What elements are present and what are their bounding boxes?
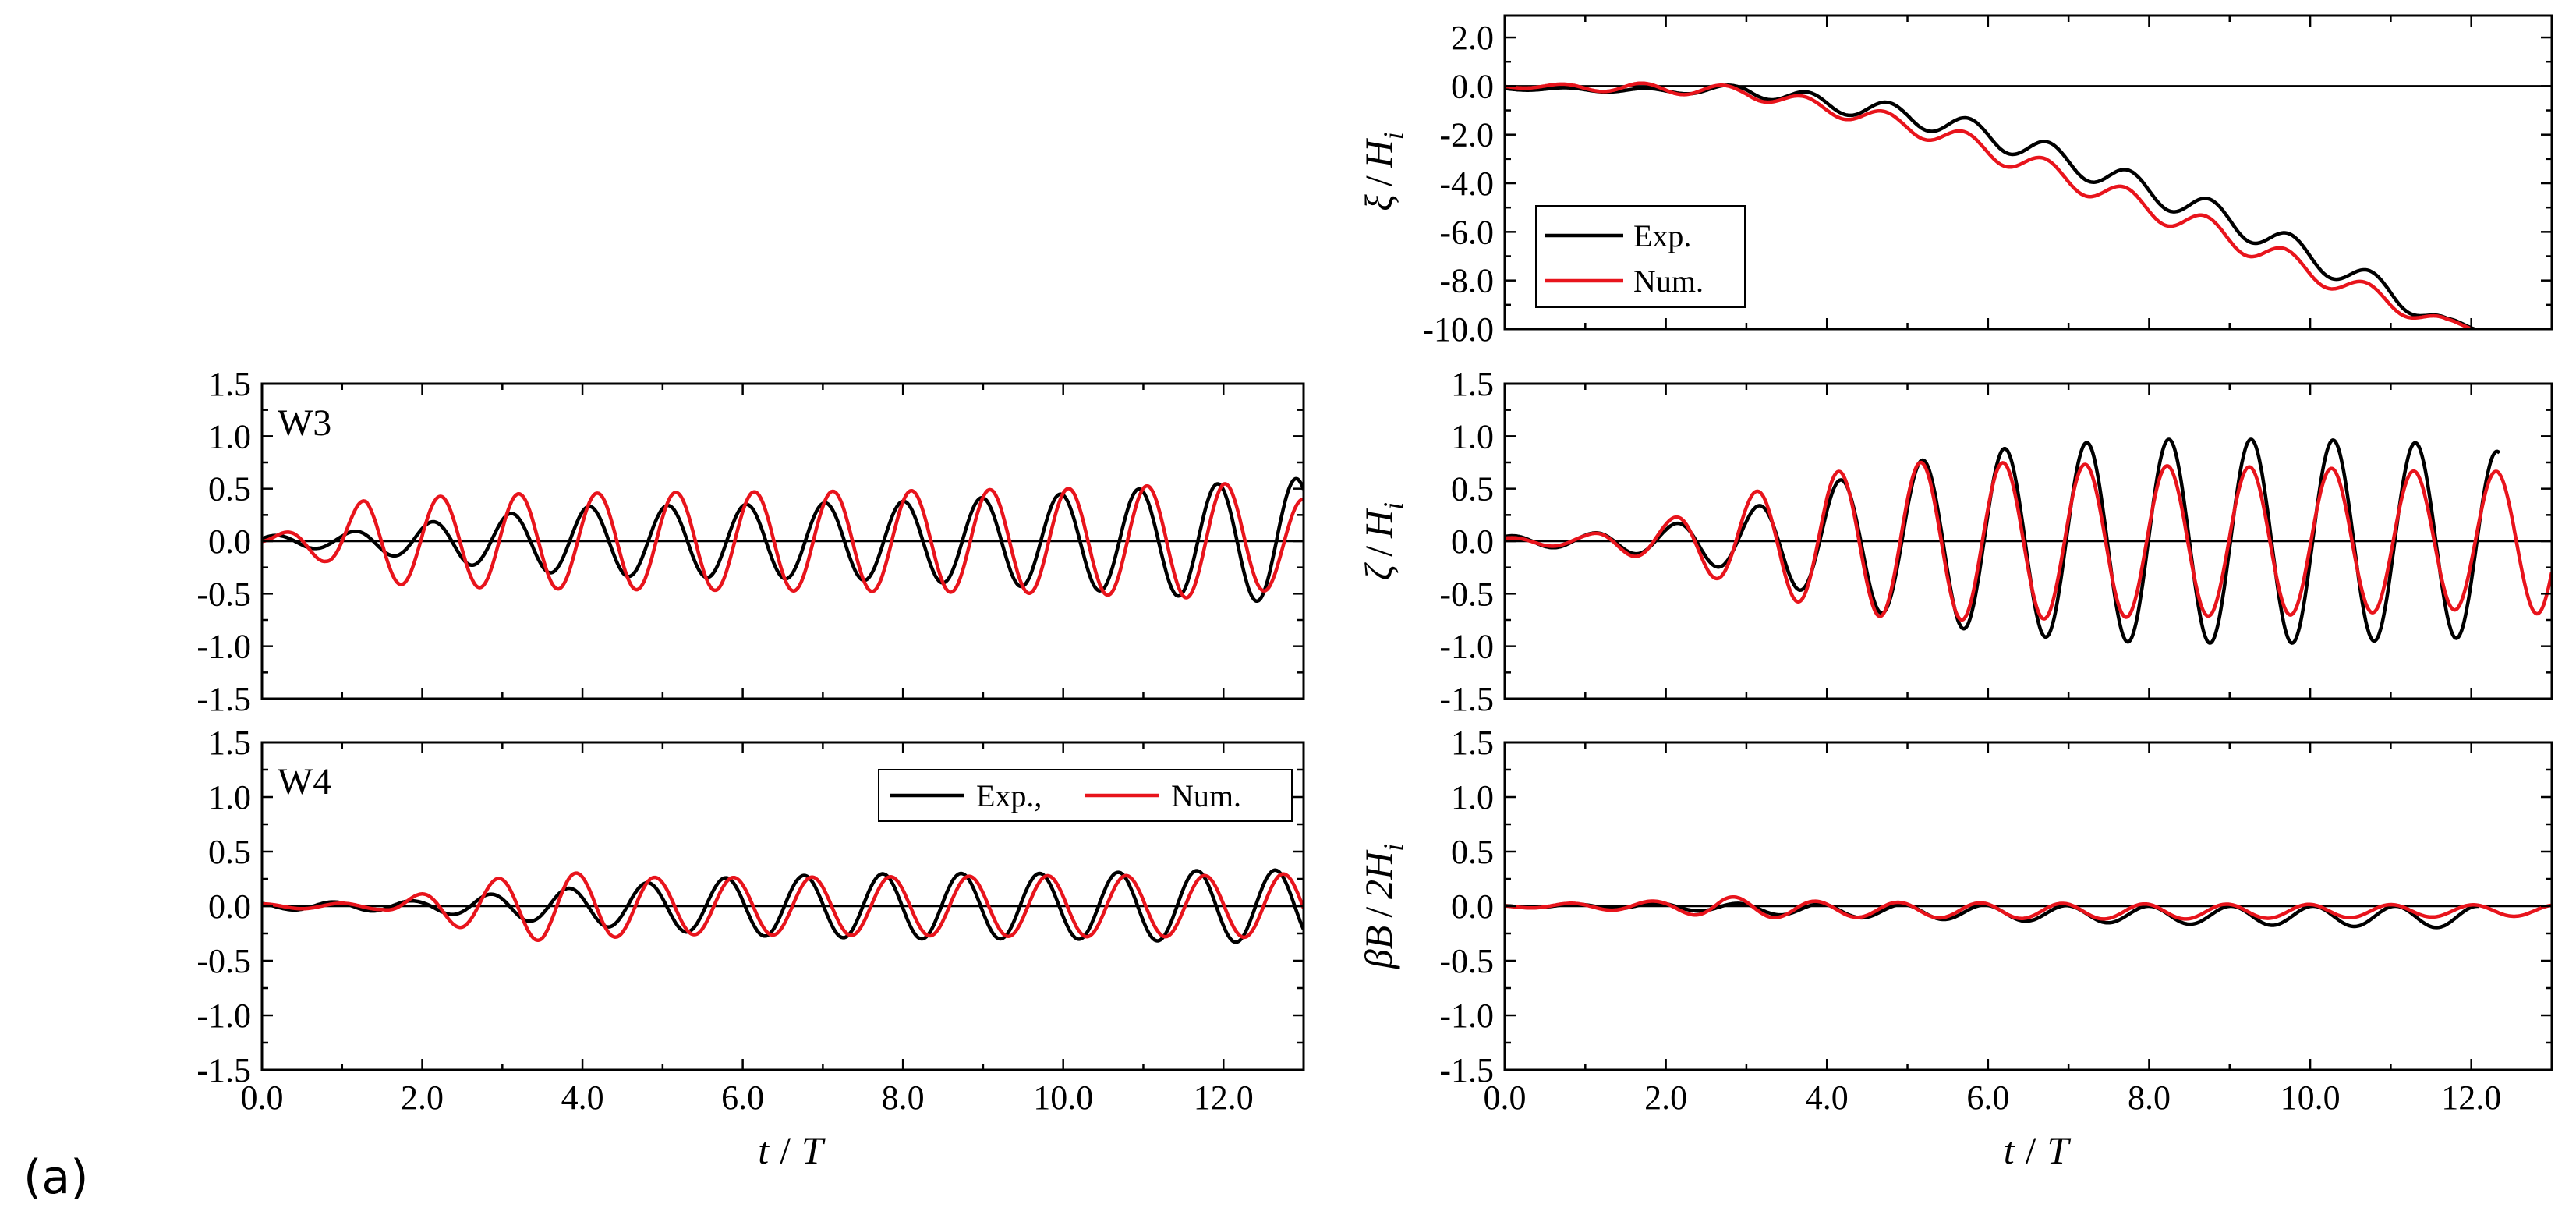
y-tick-label: 0.5: [1451, 833, 1494, 871]
series-num-line: [1505, 81, 2479, 329]
y-tick-label: 0.0: [1451, 887, 1494, 926]
y-tick-label: -1.0: [1439, 628, 1494, 666]
figure-label: (a): [23, 1150, 89, 1205]
x-tick-label: 12.0: [1194, 1079, 1254, 1117]
series-num-line: [1505, 460, 2552, 622]
legend-label-exp: Exp.,: [976, 778, 1042, 813]
y-axis-label: ζ/Hi: [1357, 502, 1409, 580]
y-tick-label: 0.0: [208, 887, 251, 926]
y-tick-label: 2.0: [1451, 19, 1494, 57]
x-tick-label: 12.0: [2441, 1079, 2501, 1117]
y-tick-label: -8.0: [1439, 262, 1494, 300]
y-tick-label: -1.5: [1439, 1051, 1494, 1089]
y-tick-label: -1.5: [196, 680, 251, 718]
y-tick-label: -0.5: [196, 575, 251, 613]
x-tick-label: 8.0: [2128, 1079, 2171, 1117]
y-tick-label: -2.0: [1439, 116, 1494, 154]
panel-surge-displacement: -10.0 -8.0 -6.0 -4.0 -2.0 0.0 2.0 ξ/Hi Exp. Num.: [1357, 14, 2553, 349]
y-tick-label: -4.0: [1439, 165, 1494, 203]
y-tick-label: 1.0: [1451, 417, 1494, 455]
x-tick-label: 0.0: [241, 1079, 284, 1117]
series-num-line: [262, 871, 1304, 942]
panel-w3-water-elevation: -1.5 -1.0 -0.5 0.0 0.5 1.0 1.5 W3: [196, 365, 1305, 718]
y-tick-label: 1.5: [1451, 365, 1494, 403]
x-tick-label: 6.0: [721, 1079, 764, 1117]
x-tick-label: 10.0: [1033, 1079, 1093, 1117]
series-num-line: [1505, 894, 2552, 921]
legend-label-num: Num.: [1171, 778, 1241, 813]
y-tick-label: -1.0: [1439, 997, 1494, 1035]
legend: Exp. Num.: [1535, 205, 1746, 308]
series-exp-line: [262, 868, 1304, 944]
y-tick-label: -10.0: [1422, 310, 1494, 349]
panel-pitch-rotation: 0.0 2.0 4.0 6.0 8.0 10.0 12.0 -1.5 -1.0 -0.5 0.0 0.…: [1357, 724, 2553, 1172]
y-tick-label: -0.5: [196, 942, 251, 980]
x-axis-label: t / T: [2004, 1128, 2072, 1172]
x-tick-label: 6.0: [1966, 1079, 2009, 1117]
x-tick-label: 0.0: [1484, 1079, 1527, 1117]
x-tick-label: 2.0: [1644, 1079, 1687, 1117]
y-tick-label: 1.0: [1451, 778, 1494, 816]
legend: Exp., Num.: [878, 769, 1293, 822]
y-tick-label: -0.5: [1439, 942, 1494, 980]
x-tick-label: 4.0: [561, 1079, 604, 1117]
x-tick-label: 10.0: [2281, 1079, 2341, 1117]
legend-box: [1535, 205, 1746, 308]
y-tick-label: 1.5: [1451, 724, 1494, 762]
y-tick-label: 0.5: [1451, 470, 1494, 508]
y-tick-label: -1.0: [196, 997, 251, 1035]
x-axis-label: t / T: [758, 1128, 826, 1172]
y-tick-label: 0.0: [208, 522, 251, 561]
y-tick-label: 0.5: [208, 470, 251, 508]
panel-heave-displacement: -1.5 -1.0 -0.5 0.0 0.5 1.0 1.5 ζ/Hi: [1357, 365, 2553, 718]
legend-label-num: Num.: [1633, 264, 1704, 299]
x-tick-label: 8.0: [882, 1079, 925, 1117]
series-exp-line: [262, 476, 1304, 604]
y-tick-label: 0.0: [1451, 67, 1494, 105]
series-num-line: [262, 482, 1304, 600]
y-tick-label: -0.5: [1439, 575, 1494, 613]
legend-label-exp: Exp.: [1633, 218, 1691, 253]
plot-frame: [1503, 14, 2553, 331]
y-axis-label: βB/2Hi: [1357, 844, 1409, 969]
x-tick-label: 4.0: [1806, 1079, 1849, 1117]
y-tick-label: 0.0: [1451, 522, 1494, 561]
y-tick-label: 1.0: [208, 778, 251, 816]
y-axis-label: ξ/Hi: [1357, 132, 1409, 211]
panel-tag: W4: [278, 761, 331, 802]
y-tick-label: -1.0: [196, 628, 251, 666]
series-exp-line: [1505, 437, 2501, 645]
y-tick-label: 1.0: [208, 417, 251, 455]
panel-w4-water-elevation: 0.0 2.0 4.0 6.0 8.0 10.0 12.0 -1.5 -1.0 -0.5 0.0 0.…: [196, 724, 1305, 1172]
y-tick-label: 1.5: [208, 365, 251, 403]
y-tick-label: 0.5: [208, 833, 251, 871]
y-tick-label: -6.0: [1439, 213, 1494, 251]
y-tick-label: 1.5: [208, 724, 251, 762]
x-tick-label: 2.0: [401, 1079, 444, 1117]
panel-tag: W3: [278, 402, 331, 444]
y-tick-label: -1.5: [1439, 680, 1494, 718]
y-tick-label: -1.5: [196, 1051, 251, 1089]
